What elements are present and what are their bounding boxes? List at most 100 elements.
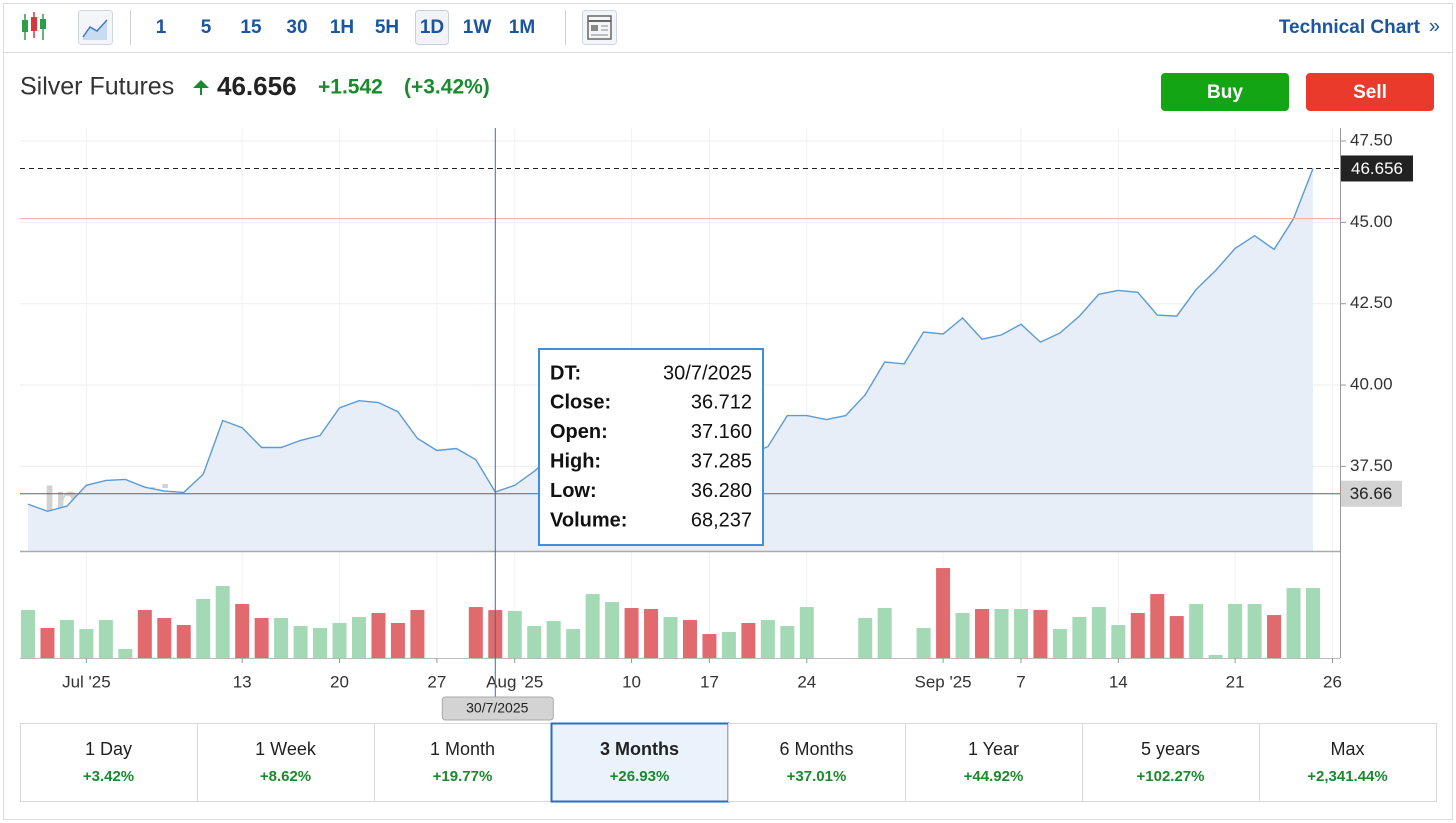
- volume-bar: [877, 608, 892, 658]
- volume-bar: [98, 620, 113, 658]
- period-tab[interactable]: [550, 722, 730, 803]
- y-tick-label: 45.00: [1350, 212, 1393, 231]
- volume-bar: [721, 631, 736, 658]
- interval[interactable]: 1D: [420, 17, 444, 38]
- change: +1.542: [318, 76, 383, 99]
- tooltip-value: 68,237: [691, 509, 752, 531]
- period-label[interactable]: 6 Months: [779, 739, 853, 759]
- candle-icon[interactable]: [22, 12, 46, 40]
- period-tab[interactable]: [197, 723, 375, 802]
- period-change[interactable]: +26.93%: [610, 768, 670, 785]
- volume-bar: [468, 607, 483, 658]
- interval[interactable]: 15: [240, 17, 262, 38]
- period-change[interactable]: +3.42%: [83, 768, 134, 785]
- buy-label[interactable]: Buy: [1207, 82, 1243, 103]
- interval[interactable]: 1: [156, 17, 167, 38]
- volume-bar: [1208, 654, 1223, 658]
- interval[interactable]: 30: [286, 17, 307, 38]
- volume-bar: [59, 620, 74, 658]
- interval[interactable]: 5: [201, 17, 212, 38]
- period-change[interactable]: +44.92%: [964, 768, 1024, 785]
- volume-bar: [118, 649, 133, 658]
- volume-bar: [760, 620, 775, 658]
- volume-bar: [410, 609, 425, 658]
- crosshair-price-label: 36.66: [1350, 484, 1393, 503]
- period-label[interactable]: 1 Day: [85, 739, 132, 759]
- technical-chart-link[interactable]: Technical Chart: [1279, 17, 1421, 38]
- volume-bar: [1033, 609, 1048, 658]
- interval[interactable]: 1M: [509, 17, 535, 38]
- period-label[interactable]: Max: [1330, 739, 1364, 759]
- active-interval-box: [415, 10, 449, 45]
- period-label[interactable]: 3 Months: [600, 739, 679, 759]
- volume-bar: [176, 625, 191, 658]
- period-change[interactable]: +19.77%: [433, 768, 493, 785]
- volume-bar: [1130, 613, 1145, 658]
- volume-bar: [644, 609, 659, 658]
- volume-bar: [741, 622, 756, 658]
- price: 46.656: [217, 71, 297, 101]
- interval[interactable]: 1W: [463, 17, 492, 38]
- tooltip: [538, 348, 764, 546]
- tooltip-key: Close:: [550, 392, 611, 414]
- volume-bar: [936, 568, 951, 658]
- volume-bar: [1286, 588, 1301, 658]
- tooltip-key: High:: [550, 450, 601, 472]
- crosshair-price-tag: [1341, 480, 1402, 507]
- volume-bar: [1189, 604, 1204, 658]
- tooltip-key: Open:: [550, 421, 608, 443]
- tooltip-value: 36.712: [691, 392, 752, 414]
- sell-label[interactable]: Sell: [1353, 82, 1387, 103]
- volume-bar: [351, 617, 366, 658]
- volume-bar: [702, 634, 717, 658]
- interval[interactable]: 1H: [330, 17, 354, 38]
- volume-bar: [371, 613, 386, 658]
- volume-bar: [1247, 604, 1262, 658]
- volume-bar: [916, 627, 931, 658]
- period-tab[interactable]: [374, 723, 552, 802]
- volume-bar: [1267, 615, 1282, 658]
- x-tick-label: 14: [1109, 672, 1128, 691]
- volume-bar: [566, 629, 581, 658]
- y-tick-label: 40.00: [1350, 375, 1393, 394]
- volume-bar: [332, 622, 347, 658]
- volume-bar: [390, 622, 405, 658]
- volume-bar: [663, 617, 678, 658]
- volume-bar: [780, 626, 795, 658]
- x-tick-label: 24: [797, 672, 816, 691]
- period-tab[interactable]: [1082, 723, 1260, 802]
- volume-bar: [858, 618, 873, 658]
- volume-bar: [624, 608, 639, 658]
- period-label[interactable]: 1 Year: [968, 739, 1019, 759]
- news-icon[interactable]: [582, 10, 617, 45]
- x-tick-label: 21: [1226, 672, 1245, 691]
- period-tab[interactable]: [728, 723, 906, 802]
- period-label[interactable]: 1 Month: [430, 739, 495, 759]
- line-icon[interactable]: [78, 10, 113, 45]
- buy-button[interactable]: Buy: [1161, 73, 1289, 111]
- change-percent: (+3.42%): [404, 76, 490, 99]
- instrument-name: Silver Futures: [20, 73, 174, 101]
- period-change[interactable]: +8.62%: [260, 768, 311, 785]
- period-tab[interactable]: [20, 723, 198, 802]
- volume-bar: [313, 627, 328, 658]
- volume-bar: [21, 609, 35, 658]
- period-change[interactable]: +37.01%: [787, 768, 847, 785]
- period-change[interactable]: +102.27%: [1137, 768, 1205, 785]
- sell-button[interactable]: Sell: [1306, 73, 1434, 111]
- volume-bar: [994, 609, 1009, 658]
- interval[interactable]: 5H: [375, 17, 399, 38]
- current-price-tag: [1341, 155, 1413, 182]
- volume-bar: [975, 609, 990, 658]
- chevron[interactable]: »: [1429, 15, 1440, 37]
- volume-bar: [137, 609, 152, 658]
- x-tick-label: 10: [622, 672, 641, 691]
- period-label[interactable]: 1 Week: [255, 739, 317, 759]
- period-tab[interactable]: [905, 723, 1083, 802]
- period-label[interactable]: 5 years: [1141, 739, 1200, 759]
- period-change[interactable]: +2,341.44%: [1307, 768, 1388, 785]
- volume-bar: [1091, 607, 1106, 658]
- x-tick-label: 27: [427, 672, 446, 691]
- period-tab[interactable]: [1259, 723, 1437, 802]
